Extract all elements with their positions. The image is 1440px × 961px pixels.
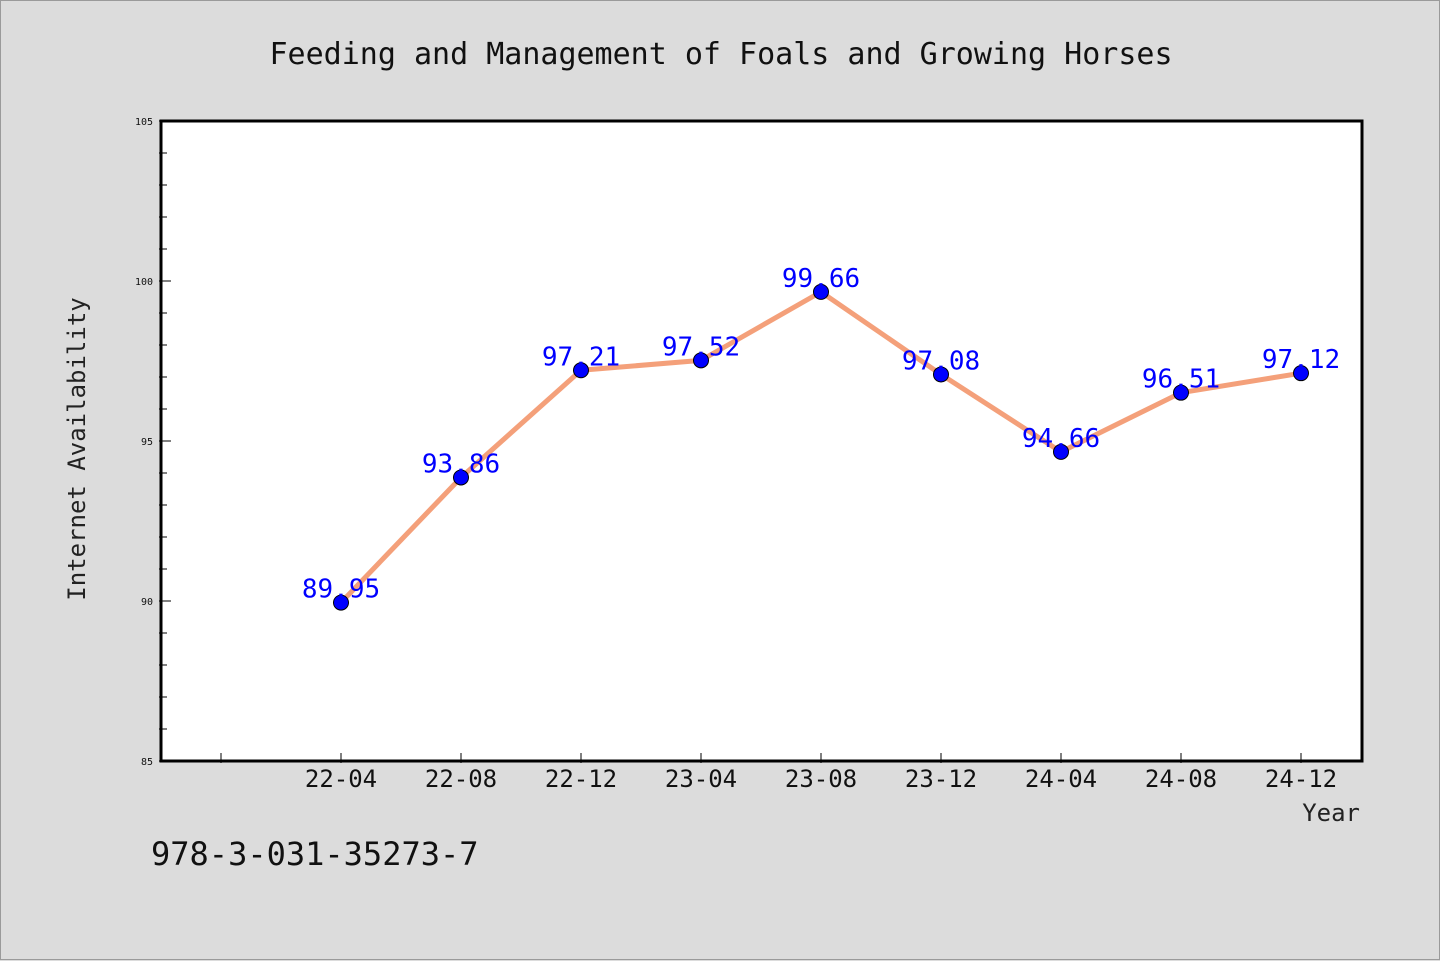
x-axis: 22-04 22-08 22-12 23-04 23-08 23-12 24-04 24-08… <box>220 753 1337 793</box>
data-point <box>453 469 469 486</box>
data-label: 97.08 <box>902 346 980 376</box>
y-tick-label: 105 <box>135 117 153 128</box>
x-tick-label: 22-04 <box>305 765 377 793</box>
data-point <box>573 362 589 379</box>
y-tick-label: 100 <box>135 277 153 288</box>
x-axis-label: Year <box>1302 799 1360 827</box>
data-point <box>333 594 349 611</box>
plot-frame <box>159 119 1364 763</box>
isbn-text: 978-3-031-35273-7 <box>151 835 479 873</box>
data-label: 97.21 <box>542 342 620 372</box>
data-point <box>1053 443 1069 460</box>
y-tick-label: 85 <box>141 757 153 768</box>
chart-title: Feeding and Management of Foals and Grow… <box>269 37 1172 72</box>
data-point <box>1293 365 1309 382</box>
data-label: 94.66 <box>1022 424 1100 454</box>
data-label: 93.86 <box>422 449 500 479</box>
data-label: 97.52 <box>662 332 740 362</box>
data-label: 97.12 <box>1262 345 1340 375</box>
data-label: 96.51 <box>1142 365 1220 395</box>
x-tick-label: 24-04 <box>1025 765 1097 793</box>
x-tick-label: 23-08 <box>785 765 857 793</box>
plot-area <box>161 121 1362 761</box>
x-tick-label: 24-12 <box>1265 765 1337 793</box>
data-label: 89.95 <box>302 575 380 605</box>
data-point <box>933 366 949 383</box>
data-point <box>693 352 709 369</box>
series-layer: 89.95 93.86 97.21 97.52 99.66 97.08 94.66 96.51… <box>302 264 1340 611</box>
data-point <box>1173 384 1189 401</box>
x-tick-label: 23-12 <box>905 765 977 793</box>
data-label: 99.66 <box>782 264 860 294</box>
x-tick-label: 22-12 <box>545 765 617 793</box>
y-tick-label: 95 <box>141 437 153 448</box>
y-tick-label: 90 <box>141 597 153 608</box>
x-tick-label: 23-04 <box>665 765 737 793</box>
x-tick-label: 22-08 <box>425 765 497 793</box>
x-tick-label: 24-08 <box>1145 765 1217 793</box>
data-point <box>813 283 829 300</box>
y-axis-label: Internet Availability <box>63 297 91 600</box>
